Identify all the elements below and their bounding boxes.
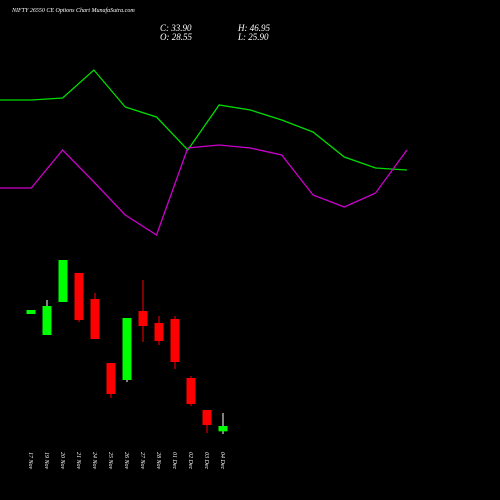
x-tick-label: 04 Dec	[219, 452, 226, 469]
ohlc-label: L: 25.90	[237, 32, 269, 42]
candle-body	[154, 323, 164, 341]
x-tick-label: 28 Nov	[155, 452, 161, 470]
candle-body	[186, 378, 196, 404]
candle-body	[138, 311, 148, 326]
indicator-line	[0, 69, 407, 171]
x-tick-label: 24 Nov	[91, 452, 98, 470]
candle-body	[74, 273, 84, 320]
candle-body	[90, 299, 100, 339]
ohlc-label: H: 46.95	[237, 23, 270, 33]
indicator-line	[0, 144, 408, 236]
x-tick-label: 19 Nov	[43, 452, 49, 470]
chart-title: NIFTY 26550 CE Options Chart MunafaSutra…	[11, 7, 135, 14]
x-tick-label: 25 Nov	[107, 452, 113, 470]
x-tick-label: 27 Nov	[139, 452, 145, 470]
ohlc-label: C: 33.90	[160, 23, 192, 33]
x-tick-label: 20 Nov	[59, 452, 65, 470]
candle-body	[202, 410, 212, 425]
candle-body	[42, 306, 52, 335]
ohlc-label: O: 28.55	[160, 32, 192, 42]
candle-body	[170, 319, 180, 362]
x-tick-label: 26 Nov	[123, 452, 129, 470]
candle-body	[106, 363, 116, 394]
x-tick-label: 17 Nov	[27, 452, 33, 470]
x-tick-label: 02 Dec	[187, 452, 193, 469]
x-tick-label: 21 Nov	[75, 452, 81, 470]
candle-body	[58, 260, 68, 302]
candle-body	[218, 426, 228, 432]
x-tick-label: 01 Dec	[171, 452, 177, 469]
candle-body	[26, 310, 36, 314]
x-tick-label: 03 Dec	[203, 452, 209, 469]
candle-body	[122, 318, 132, 380]
